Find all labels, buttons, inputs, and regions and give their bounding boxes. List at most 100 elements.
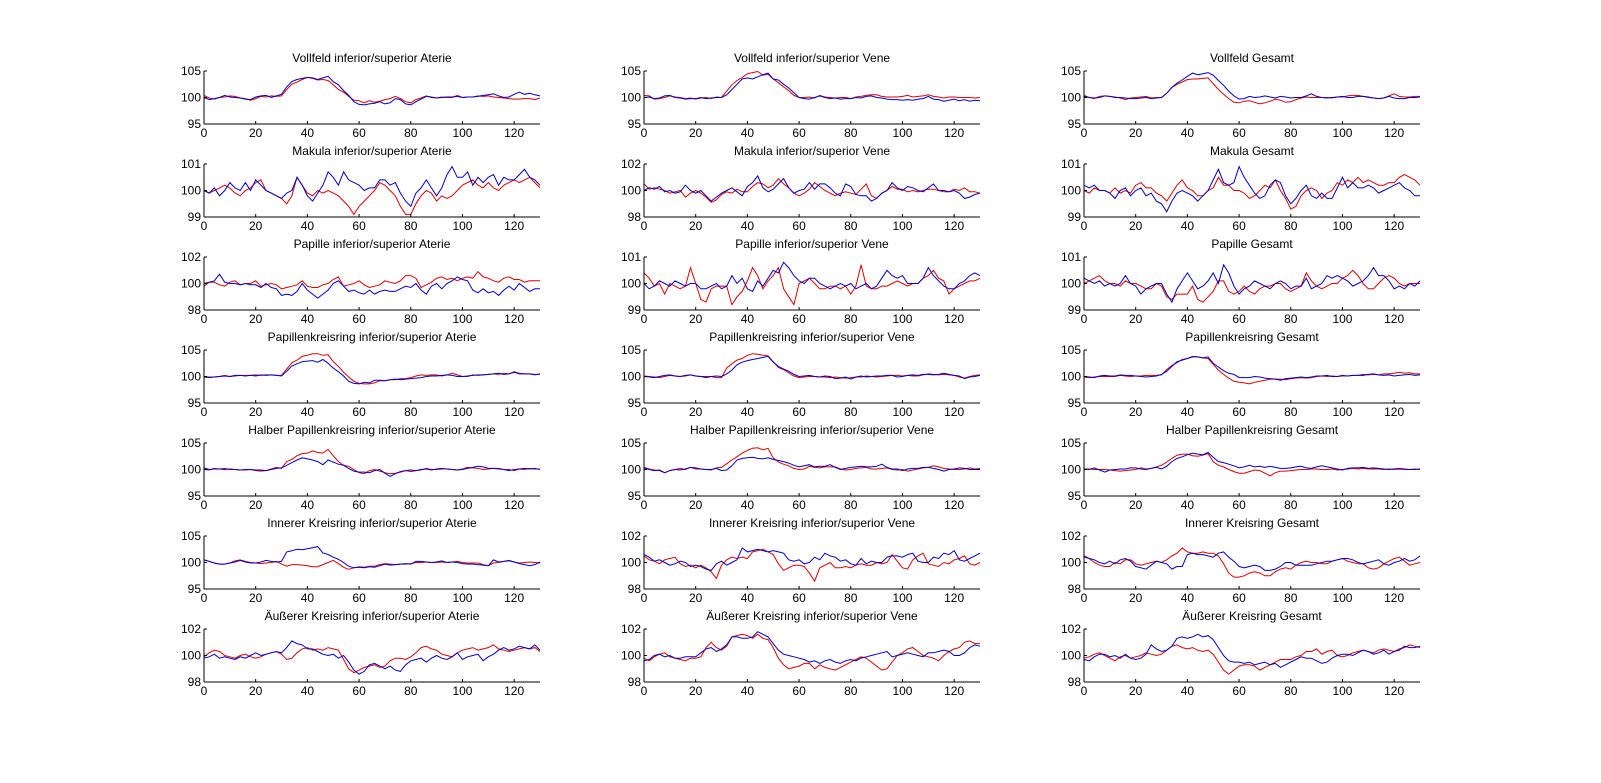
x-tick-label: 20 [689,684,703,698]
y-tick-label: 95 [628,396,642,410]
x-tick-label: 100 [892,684,912,698]
blue-series-line [643,72,981,102]
x-tick-label: 100 [1332,405,1352,419]
x-tick-label: 20 [249,498,263,512]
y-tick-label: 100 [621,649,641,663]
subplot: Halber Papillenkreisring inferior/superi… [621,423,981,512]
x-tick-label: 120 [504,312,524,326]
x-tick-label: 80 [404,684,418,698]
subplot-title: Äußerer Kreisring inferior/superior Vene [706,609,918,623]
x-tick-label: 40 [741,591,755,605]
y-tick-label: 100 [621,370,641,384]
x-tick-label: 120 [504,219,524,233]
y-tick-label: 101 [181,157,201,171]
red-series-line [643,447,981,474]
y-tick-label: 105 [621,64,641,78]
blue-series-line [1083,551,1421,571]
x-tick-label: 40 [741,126,755,140]
y-tick-label: 102 [1061,622,1081,636]
x-tick-label: 40 [301,498,315,512]
x-tick-label: 0 [641,498,648,512]
x-tick-label: 120 [504,126,524,140]
x-tick-label: 0 [201,591,208,605]
x-tick-label: 60 [1232,405,1246,419]
subplot: Innerer Kreisring inferior/superior Vene… [621,516,981,605]
subplot-title: Papillenkreisring inferior/superior Vene [709,330,915,344]
subplot: Papille inferior/superior Vene 0 20 40 60 80 1… [621,237,981,326]
y-tick-label: 105 [181,343,201,357]
blue-series-line [203,165,541,208]
y-tick-label: 99 [188,210,202,224]
y-tick-label: 100 [181,370,201,384]
subplot: Makula inferior/superior Vene 0 20 40 60 80 10… [621,144,981,233]
x-tick-label: 20 [1129,126,1143,140]
y-tick-label: 100 [1061,91,1081,105]
x-tick-label: 60 [1232,219,1246,233]
x-tick-label: 120 [944,591,964,605]
y-tick-label: 105 [621,436,641,450]
subplot-title: Innerer Kreisring inferior/superior Vene [709,516,915,530]
x-tick-label: 120 [1384,312,1404,326]
subplot-title: Papillenkreisring Gesamt [1185,330,1319,344]
x-tick-label: 0 [201,219,208,233]
x-tick-label: 40 [301,312,315,326]
blue-series-line [643,355,981,380]
subplot-title: Vollfeld Gesamt [1210,51,1295,65]
subplot-title: Innerer Kreisring Gesamt [1185,516,1320,530]
x-tick-label: 120 [944,684,964,698]
y-tick-label: 95 [1068,396,1082,410]
x-tick-label: 0 [641,684,648,698]
x-tick-label: 80 [844,405,858,419]
x-tick-label: 80 [844,126,858,140]
x-tick-label: 40 [301,405,315,419]
subplot: Papille inferior/superior Aterie 0 20 40 60 8… [181,237,540,326]
blue-series-line [203,75,541,106]
x-tick-label: 100 [892,405,912,419]
subplot-title: Äußerer Kreisring inferior/superior Ater… [265,609,480,623]
y-tick-label: 95 [188,582,202,596]
y-tick-label: 100 [621,277,641,291]
x-tick-label: 40 [1181,312,1195,326]
x-tick-label: 20 [249,405,263,419]
x-tick-label: 100 [1332,219,1352,233]
subplot-title: Makula inferior/superior Vene [734,144,890,158]
blue-series-line [1083,72,1421,100]
x-tick-label: 100 [452,591,472,605]
x-tick-label: 80 [1284,684,1298,698]
x-tick-label: 100 [892,498,912,512]
red-series-line [1083,174,1421,210]
x-tick-label: 80 [1284,405,1298,419]
x-tick-label: 80 [1284,498,1298,512]
x-tick-label: 80 [404,498,418,512]
red-series-line [643,633,980,671]
x-tick-label: 120 [1384,498,1404,512]
y-tick-label: 99 [1068,210,1082,224]
blue-series-line [1083,451,1421,473]
x-tick-label: 40 [301,684,315,698]
x-tick-label: 120 [944,126,964,140]
x-tick-label: 60 [792,126,806,140]
x-tick-label: 80 [404,405,418,419]
x-tick-label: 120 [1384,591,1404,605]
x-tick-label: 120 [1384,684,1404,698]
subplot-title: Halber Papillenkreisring inferior/superi… [690,423,934,437]
y-tick-label: 100 [181,649,201,663]
y-tick-label: 100 [621,463,641,477]
y-tick-label: 101 [621,250,641,264]
x-tick-label: 0 [201,312,208,326]
red-series-line [643,548,981,583]
y-tick-label: 102 [621,529,641,543]
x-tick-label: 100 [1332,498,1352,512]
x-tick-label: 40 [301,219,315,233]
y-tick-label: 98 [1068,582,1082,596]
red-series-line [1083,269,1420,303]
red-series-line [1083,355,1420,385]
x-tick-label: 0 [1081,405,1088,419]
subplot: Makula inferior/superior Aterie 0 20 40 60 80… [181,144,541,233]
x-tick-label: 80 [844,591,858,605]
x-tick-label: 20 [689,498,703,512]
x-tick-label: 100 [892,126,912,140]
y-tick-label: 100 [181,556,201,570]
x-tick-label: 20 [689,591,703,605]
x-tick-label: 100 [1332,126,1352,140]
